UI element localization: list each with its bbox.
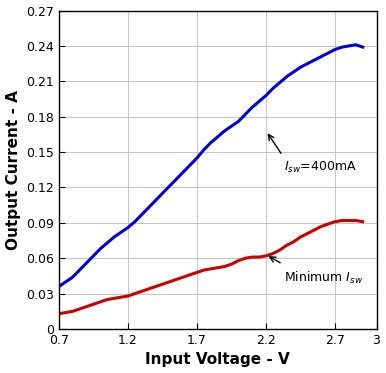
X-axis label: Input Voltage - V: Input Voltage - V [145,352,290,367]
Text: Minimum $I_{sw}$: Minimum $I_{sw}$ [284,270,363,286]
Text: $I_{sw}$=400mA: $I_{sw}$=400mA [284,160,357,175]
Y-axis label: Output Current - A: Output Current - A [5,90,20,250]
